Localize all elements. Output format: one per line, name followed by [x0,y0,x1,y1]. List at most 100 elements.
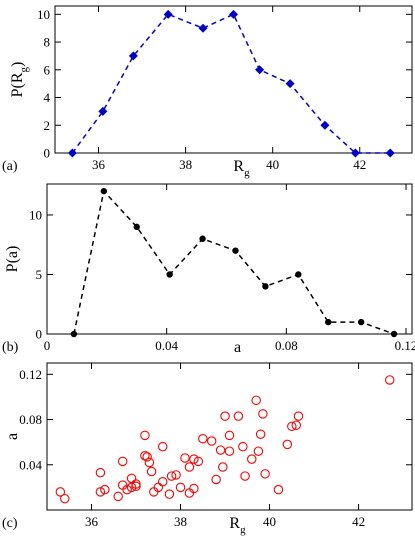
y-tick-label: 5 [36,267,43,282]
panel-c: 36 38 40 42 0.04 0.08 0.12 (c) Rg a [2,362,413,536]
panel-a: 36 38 40 42 0 2 4 6 8 10 (a) Rg P(Rg) [2,5,413,179]
data-point [262,283,269,290]
data-point [117,456,128,467]
x-axis-label: Rg [233,158,250,179]
panel-b: 0 0.04 0.08 0.12 0 5 10 (b) a P(a) [2,183,415,356]
x-tick-label: 36 [92,157,106,172]
data-point [224,446,235,456]
data-point [166,271,173,278]
data-point [293,411,304,421]
x-tick-label: 38 [174,514,187,529]
data-point [240,471,250,481]
series-line [73,189,395,335]
y-tick-label: 10 [37,7,50,22]
data-point [325,318,332,326]
data-point [198,434,208,444]
x-tick-label: 0.04 [155,338,178,353]
data-point [218,462,228,472]
x-tick-label: 0 [44,338,51,353]
x-tick-label: 42 [353,157,366,172]
data-point [113,491,123,502]
x-axis-label: Rg [229,515,246,536]
data-point [157,441,168,452]
data-point [128,51,138,61]
plot-frame [46,362,413,511]
data-point [253,446,264,456]
data-point [390,330,398,338]
data-point [166,471,177,481]
data-point [198,23,208,33]
data-point [157,476,168,487]
y-tick-label: 6 [44,62,51,77]
x-tick-label: 0.08 [275,338,298,353]
data-point [98,106,108,116]
data-point [184,462,195,472]
data-point [251,395,261,406]
data-point [146,466,157,477]
data-point [189,483,199,494]
x-tick-label: 38 [179,157,192,172]
data-point [100,187,108,195]
y-axis-label: P(Rg) [9,62,30,98]
x-tick-label: 42 [352,514,365,529]
y-tick-label: 4 [44,90,51,105]
x-axis-label: a [234,339,241,356]
y-tick-label: 0.08 [19,412,42,427]
data-point [287,421,297,432]
data-point [255,429,266,439]
data-point [350,148,360,158]
data-point [229,9,238,19]
data-point [95,487,106,497]
data-point [285,79,295,89]
data-point [126,473,137,484]
data-point [55,487,66,497]
data-point [133,223,140,231]
data-point [144,457,155,468]
data-point [384,375,395,385]
y-axis-label: a [4,433,21,440]
data-point [60,493,70,504]
data-point [247,454,257,464]
data-point [232,247,239,254]
data-point [215,445,226,455]
panel-label: (c) [2,516,18,531]
x-tick-label: 0.12 [395,338,415,353]
data-point [233,411,244,421]
data-point [211,474,221,485]
data-point [189,454,199,464]
data-point [142,452,152,462]
plot-frame [54,5,413,154]
x-tick-label: 40 [263,514,276,529]
x-tick-label: 36 [85,514,99,529]
data-point [122,484,132,495]
data-point [273,484,284,495]
panel-label: (a) [2,159,18,174]
y-tick-label: 8 [44,35,51,50]
data-point [171,470,181,480]
data-point [385,148,395,158]
y-axis-label: P(a) [4,246,21,273]
data-point [260,469,270,479]
data-point [131,479,141,489]
panel-label: (b) [2,340,19,355]
data-point [220,411,230,421]
y-tick-label: 0.12 [19,367,42,382]
data-point [67,148,77,158]
data-point [291,420,302,430]
data-point [100,484,110,495]
data-point [180,453,190,463]
data-point [357,318,365,326]
data-point [320,120,330,130]
data-point [193,456,204,467]
data-point [258,409,268,419]
data-point [95,467,106,478]
data-point [140,430,150,441]
y-tick-label: 0 [36,327,43,342]
data-point [295,271,302,278]
data-point [164,489,175,499]
data-point [224,430,235,441]
series-line [71,13,391,154]
y-tick-label: 2 [44,118,51,133]
data-point [199,235,206,242]
